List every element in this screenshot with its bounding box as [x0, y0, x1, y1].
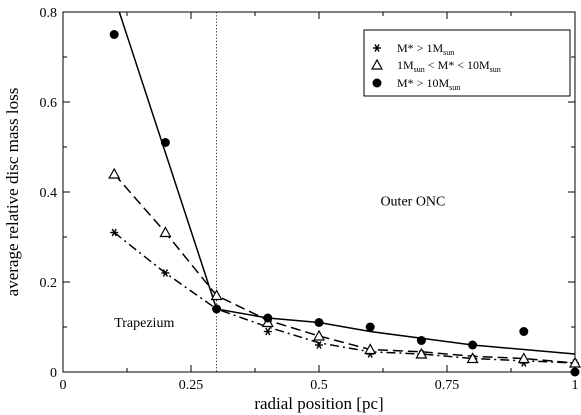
data-point-series-1 — [159, 226, 172, 238]
legend-entry-high-mass-1: M* > 1Msun — [397, 41, 454, 57]
data-point-series-2 — [160, 138, 170, 147]
data-point-series-2 — [416, 336, 426, 345]
data-point-series-2 — [263, 313, 273, 323]
data-point-series-0 — [315, 341, 323, 349]
x-tick-label: 0.5 — [310, 378, 328, 393]
data-point-series-1 — [517, 352, 530, 364]
series-line-0 — [113, 231, 576, 364]
data-point-series-2 — [468, 340, 478, 350]
x-tick-label: 0.25 — [179, 378, 204, 393]
legend-entry-intermediate-mass: 1Msun < M* < 10Msun — [397, 58, 501, 74]
annotation-outer-onc: Outer ONC — [380, 195, 445, 210]
legend-box — [363, 29, 571, 97]
data-point-series-0 — [263, 327, 272, 336]
series-line-1 — [113, 173, 576, 364]
data-point-series-2 — [109, 30, 119, 39]
legend-marker-1 — [370, 58, 384, 70]
data-point-series-0 — [110, 228, 119, 237]
legend: M* > 1Msun 1Msun < M* < 10Msun M* > 10Ms… — [363, 29, 571, 97]
legend-entry-high-mass-10: M* > 10Msun — [397, 76, 460, 92]
y-tick-label: 0.8 — [40, 6, 58, 21]
data-point-series-0 — [161, 269, 170, 277]
data-point-series-2 — [365, 322, 375, 332]
data-point-series-2 — [212, 304, 222, 314]
data-point-series-2 — [314, 318, 324, 327]
data-point-series-1 — [312, 329, 326, 341]
y-tick-label: 0.6 — [40, 96, 58, 111]
annotation-trapezium: Trapezium — [114, 316, 174, 331]
data-point-series-1 — [415, 347, 428, 359]
y-tick-label: 0 — [50, 366, 57, 381]
data-point-series-1 — [568, 356, 581, 368]
y-axis-title: average relative disc mass loss — [3, 88, 22, 297]
data-point-series-1 — [108, 167, 121, 179]
x-axis-title: radial position [pc] — [254, 394, 383, 413]
data-point-series-2 — [570, 367, 580, 377]
legend-marker-0 — [373, 44, 381, 52]
legend-marker-2 — [372, 78, 382, 88]
x-tick-label: 0.75 — [435, 378, 460, 393]
x-tick-label: 0 — [60, 378, 67, 393]
data-point-series-1 — [466, 352, 479, 364]
x-tick-label: 1 — [572, 378, 579, 393]
data-point-series-2 — [519, 327, 529, 336]
data-point-series-1 — [210, 289, 223, 301]
y-tick-label: 0.4 — [40, 186, 58, 201]
data-point-series-1 — [364, 343, 377, 355]
y-tick-label: 0.2 — [40, 276, 58, 291]
